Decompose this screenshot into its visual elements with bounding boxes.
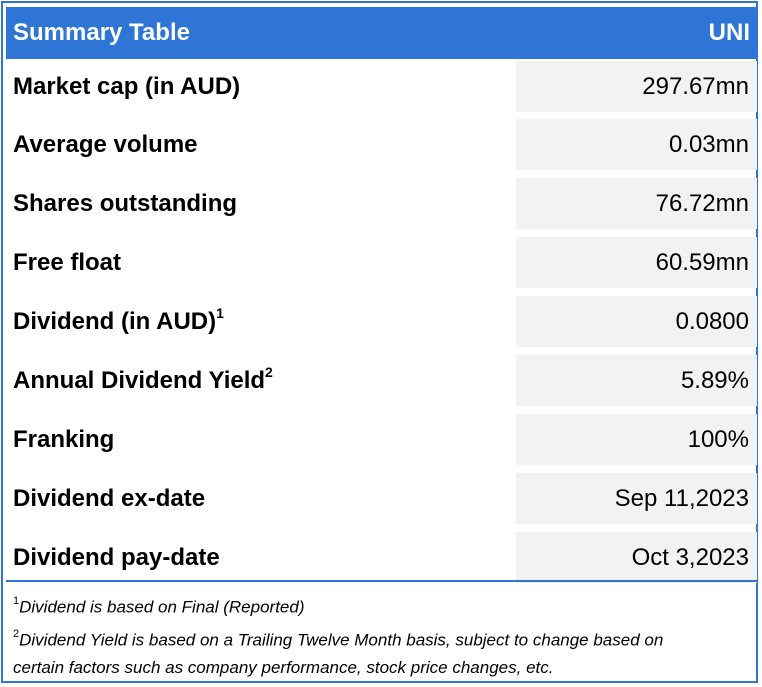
row-value: 0.03mn <box>516 119 757 170</box>
table-title: Summary Table <box>13 19 190 46</box>
table-row: Dividend (in AUD)1 0.0800 <box>6 296 757 347</box>
footnote-1: 1Dividend is based on Final (Reported) <box>13 595 305 617</box>
row-value: 0.0800 <box>516 296 757 347</box>
row-label: Shares outstanding <box>13 190 238 217</box>
footnote-2: 2Dividend Yield is based on a Trailing T… <box>13 628 664 650</box>
table-row: Dividend pay-date Oct 3,2023 <box>6 532 757 583</box>
table-row: Franking 100% <box>6 414 757 465</box>
footer-divider <box>6 580 757 582</box>
row-value: 76.72mn <box>516 178 757 229</box>
row-label: Dividend (in AUD)1 <box>13 305 224 335</box>
row-value: 100% <box>516 414 757 465</box>
row-label: Market cap (in AUD) <box>13 73 241 100</box>
footnote-2-continued: certain factors such as company performa… <box>13 658 554 677</box>
table-row: Average volume 0.03mn <box>6 119 757 170</box>
table-row: Free float 60.59mn <box>6 237 757 288</box>
row-value: Oct 3,2023 <box>516 532 757 583</box>
row-label: Annual Dividend Yield2 <box>13 364 273 394</box>
table-header: Summary Table UNI <box>6 7 757 59</box>
ticker-symbol: UNI <box>708 19 750 46</box>
row-label: Average volume <box>13 131 198 158</box>
row-label: Dividend pay-date <box>13 544 220 571</box>
row-value: 60.59mn <box>516 237 757 288</box>
row-label: Franking <box>13 426 115 453</box>
table-row: Annual Dividend Yield2 5.89% <box>6 355 757 406</box>
row-value: Sep 11,2023 <box>516 473 757 524</box>
row-label: Free float <box>13 249 122 276</box>
table-row: Dividend ex-date Sep 11,2023 <box>6 473 757 524</box>
table-row: Shares outstanding 76.72mn <box>6 178 757 229</box>
row-value: 5.89% <box>516 355 757 406</box>
table-row: Market cap (in AUD) 297.67mn <box>6 61 757 112</box>
row-value: 297.67mn <box>516 61 757 112</box>
row-label: Dividend ex-date <box>13 485 206 512</box>
